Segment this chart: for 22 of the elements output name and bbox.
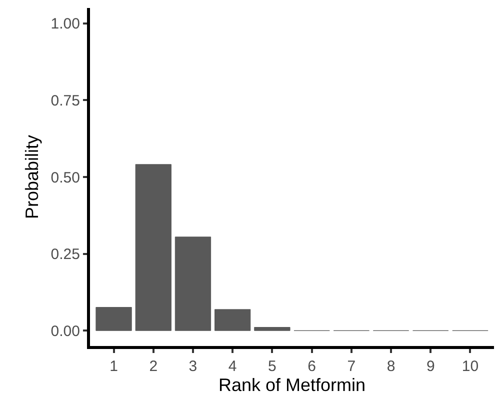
x-tick-label: 8 [386,358,396,375]
y-tick-label: 0.50 [50,169,80,186]
x-tick-label: 6 [308,358,316,375]
y-tick-label: 1.00 [50,16,80,33]
bar [135,164,172,331]
y-tick-label: 0.00 [50,322,80,340]
x-tick-label: 2 [149,358,158,375]
y-axis-title: Probability [22,134,42,220]
x-tick-label: 1 [110,358,118,375]
x-tick-label: 3 [188,358,198,375]
x-tick-label: 4 [228,358,237,375]
x-axis-title: Rank of Metformin [218,375,366,395]
y-tick-label: 0.75 [50,92,80,110]
x-tick-label: 5 [268,358,276,375]
bar [214,309,251,331]
bar [96,307,132,331]
x-tick-label: 10 [462,358,479,375]
bar [174,236,212,331]
x-tick-label: 7 [347,358,356,375]
bar [254,327,290,331]
x-tick-label: 9 [426,358,435,375]
y-tick-label: 0.25 [50,246,80,264]
